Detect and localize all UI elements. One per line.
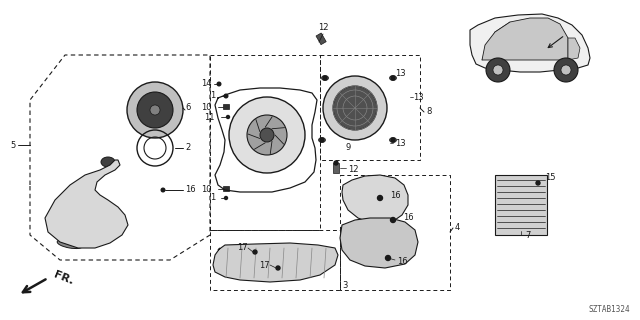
Bar <box>495 175 547 235</box>
Text: 8: 8 <box>426 108 431 116</box>
Circle shape <box>333 86 377 130</box>
Text: 2: 2 <box>185 143 190 153</box>
Circle shape <box>224 94 228 98</box>
Text: 17: 17 <box>237 244 248 252</box>
Text: 9: 9 <box>345 143 350 153</box>
Circle shape <box>493 65 503 75</box>
Text: FR.: FR. <box>52 269 75 286</box>
Polygon shape <box>470 14 590 72</box>
Text: 15: 15 <box>545 173 556 182</box>
Bar <box>316 33 326 45</box>
Circle shape <box>225 196 227 199</box>
Text: 10: 10 <box>202 185 212 194</box>
Text: 3: 3 <box>342 281 348 290</box>
Text: 6: 6 <box>185 103 190 113</box>
Text: 16: 16 <box>390 191 401 201</box>
Text: 14: 14 <box>202 79 212 89</box>
Ellipse shape <box>57 239 83 249</box>
Bar <box>223 104 229 109</box>
Text: 16: 16 <box>185 186 196 195</box>
Circle shape <box>320 138 324 142</box>
Text: 13: 13 <box>395 68 406 77</box>
Text: 12: 12 <box>317 23 328 33</box>
Ellipse shape <box>101 157 115 167</box>
Circle shape <box>323 76 387 140</box>
Circle shape <box>323 76 327 80</box>
Circle shape <box>390 218 396 222</box>
Polygon shape <box>482 18 568 60</box>
Circle shape <box>334 161 338 165</box>
Circle shape <box>161 188 165 192</box>
Ellipse shape <box>319 138 326 142</box>
Circle shape <box>554 58 578 82</box>
Ellipse shape <box>390 138 397 142</box>
Circle shape <box>217 82 221 86</box>
Circle shape <box>227 116 230 118</box>
Circle shape <box>486 58 510 82</box>
Text: SZTAB1324: SZTAB1324 <box>588 305 630 314</box>
Text: 7: 7 <box>525 230 531 239</box>
Circle shape <box>276 266 280 270</box>
Polygon shape <box>340 218 418 268</box>
Text: 16: 16 <box>403 213 413 222</box>
Ellipse shape <box>321 76 328 81</box>
Text: 5: 5 <box>11 140 16 149</box>
Bar <box>223 186 229 191</box>
Polygon shape <box>568 38 580 60</box>
Circle shape <box>385 255 390 260</box>
Polygon shape <box>45 160 128 248</box>
Circle shape <box>260 128 274 142</box>
Circle shape <box>229 97 305 173</box>
Text: 4: 4 <box>455 223 460 233</box>
Text: 11: 11 <box>205 113 215 122</box>
Circle shape <box>127 82 183 138</box>
Text: 13: 13 <box>413 92 424 101</box>
Circle shape <box>150 105 160 115</box>
Circle shape <box>391 76 395 80</box>
Text: 1: 1 <box>210 92 215 100</box>
Text: 10: 10 <box>202 102 212 111</box>
Ellipse shape <box>390 76 397 81</box>
Text: 1: 1 <box>210 194 215 203</box>
Circle shape <box>561 65 571 75</box>
Circle shape <box>536 181 540 185</box>
Circle shape <box>253 250 257 254</box>
Polygon shape <box>213 243 338 282</box>
Circle shape <box>137 92 173 128</box>
Circle shape <box>247 115 287 155</box>
Circle shape <box>378 196 383 201</box>
Text: 12: 12 <box>348 165 358 174</box>
Polygon shape <box>360 180 375 242</box>
Text: 17: 17 <box>259 260 270 269</box>
Circle shape <box>391 138 395 142</box>
Text: 13: 13 <box>395 139 406 148</box>
Text: 16: 16 <box>397 258 408 267</box>
Bar <box>333 163 339 173</box>
Polygon shape <box>342 175 408 224</box>
